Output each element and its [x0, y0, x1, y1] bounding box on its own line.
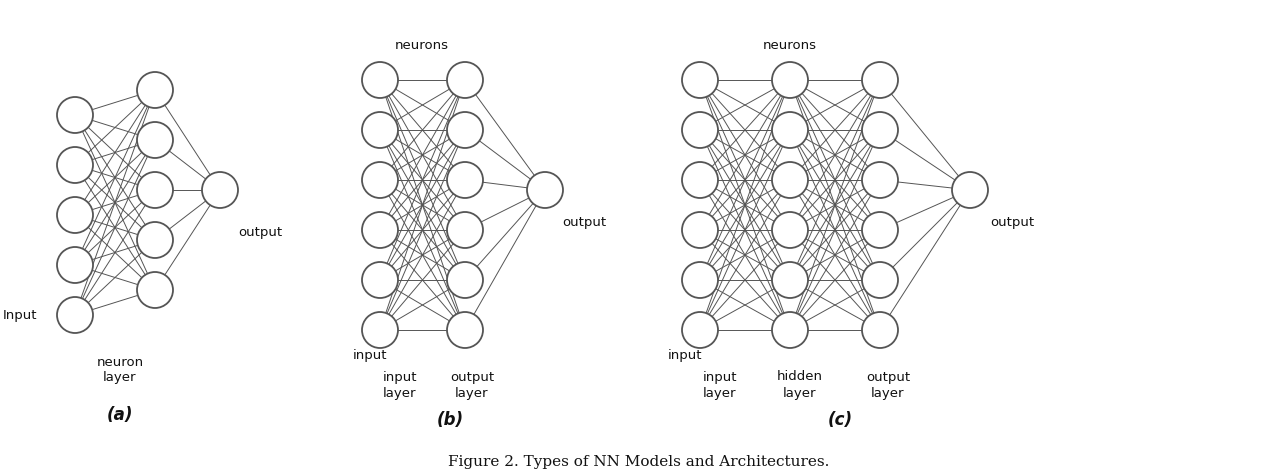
Ellipse shape: [527, 172, 563, 208]
Ellipse shape: [447, 212, 483, 248]
Ellipse shape: [57, 297, 93, 333]
Ellipse shape: [137, 222, 172, 258]
Text: Input: Input: [3, 309, 37, 321]
Ellipse shape: [361, 212, 398, 248]
Ellipse shape: [682, 212, 718, 248]
Text: output: output: [238, 226, 282, 238]
Text: neurons: neurons: [762, 38, 817, 52]
Text: (b): (b): [437, 411, 464, 429]
Ellipse shape: [682, 162, 718, 198]
Ellipse shape: [361, 112, 398, 148]
Text: neuron
layer: neuron layer: [97, 356, 143, 384]
Text: hidden
layer: hidden layer: [776, 371, 822, 400]
Ellipse shape: [773, 262, 808, 298]
Ellipse shape: [682, 62, 718, 98]
Ellipse shape: [773, 162, 808, 198]
Ellipse shape: [447, 162, 483, 198]
Text: input
layer: input layer: [383, 371, 418, 400]
Ellipse shape: [57, 147, 93, 183]
Text: output
layer: output layer: [866, 371, 911, 400]
Ellipse shape: [773, 212, 808, 248]
Text: output
layer: output layer: [450, 371, 494, 400]
Ellipse shape: [862, 262, 898, 298]
Ellipse shape: [57, 97, 93, 133]
Ellipse shape: [682, 262, 718, 298]
Ellipse shape: [773, 62, 808, 98]
Text: output: output: [562, 216, 607, 228]
Text: input: input: [352, 348, 387, 362]
Text: Figure 2. Types of NN Models and Architectures.: Figure 2. Types of NN Models and Archite…: [448, 455, 829, 469]
Ellipse shape: [137, 272, 172, 308]
Ellipse shape: [137, 172, 172, 208]
Ellipse shape: [862, 162, 898, 198]
Text: neurons: neurons: [395, 38, 450, 52]
Ellipse shape: [862, 62, 898, 98]
Ellipse shape: [361, 262, 398, 298]
Ellipse shape: [202, 172, 238, 208]
Ellipse shape: [57, 247, 93, 283]
Text: (c): (c): [827, 411, 853, 429]
Ellipse shape: [447, 312, 483, 348]
Text: input: input: [668, 348, 702, 362]
Text: output: output: [990, 216, 1034, 228]
Ellipse shape: [862, 212, 898, 248]
Ellipse shape: [773, 312, 808, 348]
Ellipse shape: [137, 122, 172, 158]
Ellipse shape: [862, 312, 898, 348]
Ellipse shape: [447, 262, 483, 298]
Text: (a): (a): [107, 406, 133, 424]
Ellipse shape: [361, 62, 398, 98]
Ellipse shape: [773, 112, 808, 148]
Ellipse shape: [447, 112, 483, 148]
Ellipse shape: [361, 162, 398, 198]
Ellipse shape: [137, 72, 172, 108]
Ellipse shape: [682, 312, 718, 348]
Ellipse shape: [682, 112, 718, 148]
Ellipse shape: [862, 112, 898, 148]
Ellipse shape: [361, 312, 398, 348]
Ellipse shape: [951, 172, 988, 208]
Ellipse shape: [57, 197, 93, 233]
Text: input
layer: input layer: [702, 371, 737, 400]
Ellipse shape: [447, 62, 483, 98]
